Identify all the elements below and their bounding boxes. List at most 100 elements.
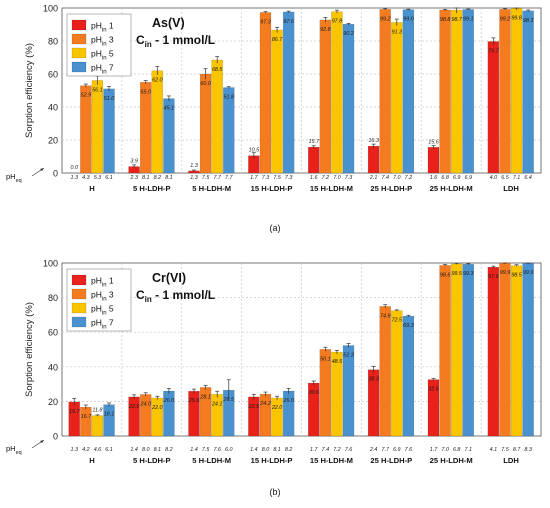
bar-value-label: 79.7 bbox=[488, 48, 499, 54]
bar-value-label: 72.5 bbox=[392, 318, 403, 324]
ph-eq-value: 7.5 bbox=[501, 447, 509, 453]
ph-eq-value: 6.1 bbox=[105, 175, 113, 181]
ph-eq-value: 6.9 bbox=[393, 447, 401, 453]
ph-eq-value: 7.6 bbox=[213, 447, 221, 453]
bar-value-label: 25.9 bbox=[188, 398, 200, 404]
y-tick-label: 100 bbox=[43, 259, 58, 269]
chart-title: Cr(VI) bbox=[152, 271, 186, 285]
bar bbox=[522, 262, 534, 437]
ph-eq-value: 1.4 bbox=[190, 447, 198, 453]
legend-swatch bbox=[71, 288, 87, 300]
ph-eq-value: 8.2 bbox=[165, 447, 173, 453]
ph-eq-value: 7.2 bbox=[333, 447, 341, 453]
bar-value-label: 90.2 bbox=[343, 31, 354, 37]
bar-value-label: 22.0 bbox=[271, 405, 283, 411]
ph-eq-value: 1.4 bbox=[250, 447, 258, 453]
ph-eq-value: 4.1 bbox=[490, 447, 498, 453]
ph-eq-value: 7.7 bbox=[213, 175, 221, 181]
bar bbox=[282, 11, 295, 174]
legend-swatch bbox=[71, 19, 87, 31]
ph-eq-value: 8.1 bbox=[154, 447, 162, 453]
bar bbox=[271, 29, 283, 174]
ph-eq-value: 8.3 bbox=[524, 447, 532, 453]
legend-label: pHin 1 bbox=[91, 276, 114, 289]
bar-value-label: 52.3 bbox=[343, 353, 354, 359]
bar-value-label: 55.0 bbox=[140, 89, 151, 95]
bar bbox=[140, 82, 152, 174]
bar-value-label: 74.9 bbox=[380, 313, 391, 319]
bar-value-label: 19.7 bbox=[69, 409, 80, 415]
ph-eq-value: 1.7 bbox=[250, 175, 258, 181]
bar-value-label: 45.1 bbox=[164, 106, 175, 112]
ph-eq-value: 8.1 bbox=[273, 447, 281, 453]
y-tick-label: 80 bbox=[48, 37, 58, 47]
bar-value-label: 51.8 bbox=[224, 95, 235, 101]
ph-eq-value: 7.5 bbox=[273, 175, 281, 181]
ph-eq-value: 1.4 bbox=[130, 447, 138, 453]
y-tick-label: 80 bbox=[48, 293, 58, 303]
y-tick-label: 0 bbox=[53, 169, 58, 179]
ph-eq-value: 1.6 bbox=[310, 175, 318, 181]
legend-swatch bbox=[71, 47, 87, 59]
bar-value-label: 56.1 bbox=[92, 87, 103, 93]
bar-value-label: 16.7 bbox=[81, 414, 92, 420]
ph-eq-value: 7.7 bbox=[225, 175, 233, 181]
bar-value-label: 0.0 bbox=[70, 165, 78, 171]
ph-eq-value: 6.5 bbox=[501, 175, 509, 181]
bar bbox=[151, 397, 164, 437]
chart-subtitle: Cin - 1 mmol/L bbox=[136, 288, 215, 304]
x-tick-label: 25 H-LDH-M bbox=[430, 184, 473, 193]
bar bbox=[391, 310, 403, 437]
bar bbox=[128, 396, 140, 437]
panel-label: (b) bbox=[270, 487, 281, 497]
bar bbox=[499, 9, 511, 174]
legend-swatch bbox=[71, 316, 87, 328]
bar-value-label: 99.2 bbox=[500, 16, 511, 22]
bar bbox=[80, 85, 92, 174]
x-tick-label: LDH bbox=[503, 456, 519, 465]
bar bbox=[402, 315, 415, 437]
ph-eq-value: 1.6 bbox=[430, 175, 438, 181]
ph-eq-value: 6.9 bbox=[465, 175, 473, 181]
bar-value-label: 26.0 bbox=[163, 398, 175, 404]
bar bbox=[319, 19, 332, 174]
bar-value-label: 69.3 bbox=[403, 323, 414, 329]
x-tick-label: 25 H-LDH-M bbox=[430, 456, 473, 465]
bar bbox=[80, 406, 92, 437]
ph-eq-arrowhead bbox=[40, 440, 44, 443]
bar-value-label: 32.6 bbox=[428, 387, 439, 393]
bar bbox=[510, 265, 523, 437]
bar-value-label: 99.9 bbox=[500, 270, 511, 276]
ph-eq-value: 7.1 bbox=[513, 175, 521, 181]
ph-eq-value: 8.2 bbox=[154, 175, 162, 181]
legend-swatch bbox=[71, 33, 87, 45]
bar-value-label: 60.0 bbox=[200, 81, 211, 87]
bar-value-label: 1.3 bbox=[190, 163, 198, 169]
ph-eq-value: 7.2 bbox=[322, 175, 330, 181]
bar bbox=[211, 59, 223, 174]
bar bbox=[248, 396, 260, 437]
ph-eq-value: 7.2 bbox=[405, 175, 413, 181]
ph-eq-value: 7.3 bbox=[262, 175, 270, 181]
ph-eq-value: 7.5 bbox=[202, 447, 210, 453]
ph-eq-value: 7.0 bbox=[393, 175, 401, 181]
ph-eq-value: 7.7 bbox=[381, 447, 389, 453]
legend-label: pHin 3 bbox=[91, 290, 114, 303]
y-tick-label: 0 bbox=[53, 432, 58, 442]
bar bbox=[151, 70, 164, 174]
bar bbox=[510, 8, 523, 174]
ph-eq-value: 7.4 bbox=[322, 447, 330, 453]
bar bbox=[308, 146, 320, 174]
ph-eq-value: 1.7 bbox=[430, 447, 438, 453]
bar bbox=[91, 415, 104, 437]
bar bbox=[342, 345, 355, 437]
bar-value-label: 99.8 bbox=[511, 15, 522, 21]
bar bbox=[68, 401, 80, 437]
y-tick-label: 40 bbox=[48, 362, 58, 372]
bar bbox=[91, 80, 104, 174]
x-tick-label: H bbox=[89, 184, 94, 193]
bar-value-label: 92.8 bbox=[320, 27, 331, 33]
bar-value-label: 22.0 bbox=[151, 405, 163, 411]
